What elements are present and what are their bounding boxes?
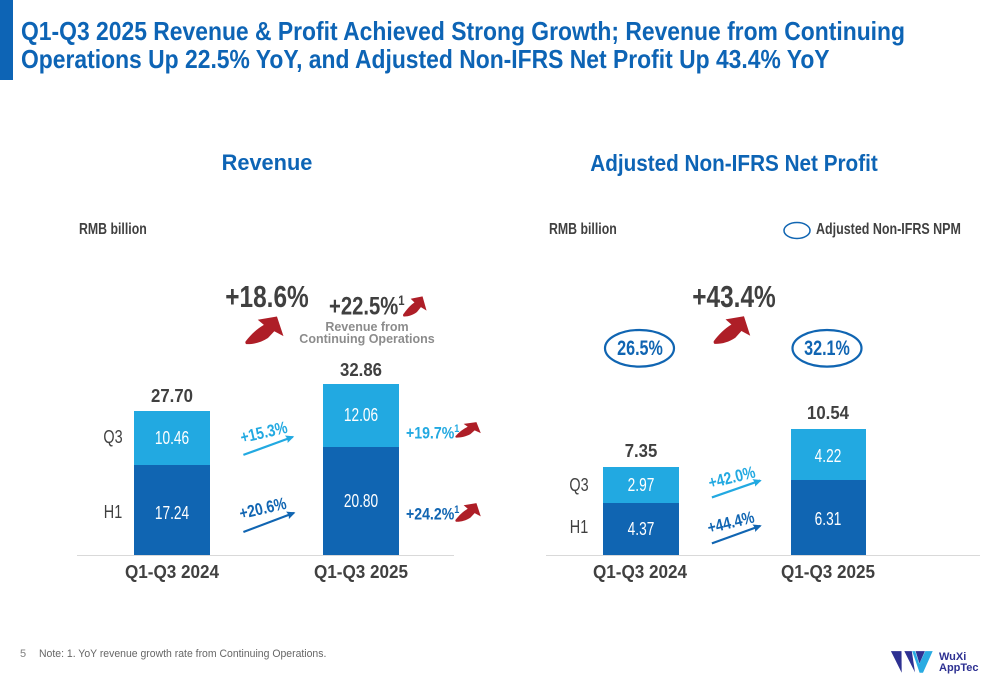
svg-text:WuXi: WuXi (939, 651, 966, 663)
svg-text:AppTec: AppTec (939, 662, 979, 674)
